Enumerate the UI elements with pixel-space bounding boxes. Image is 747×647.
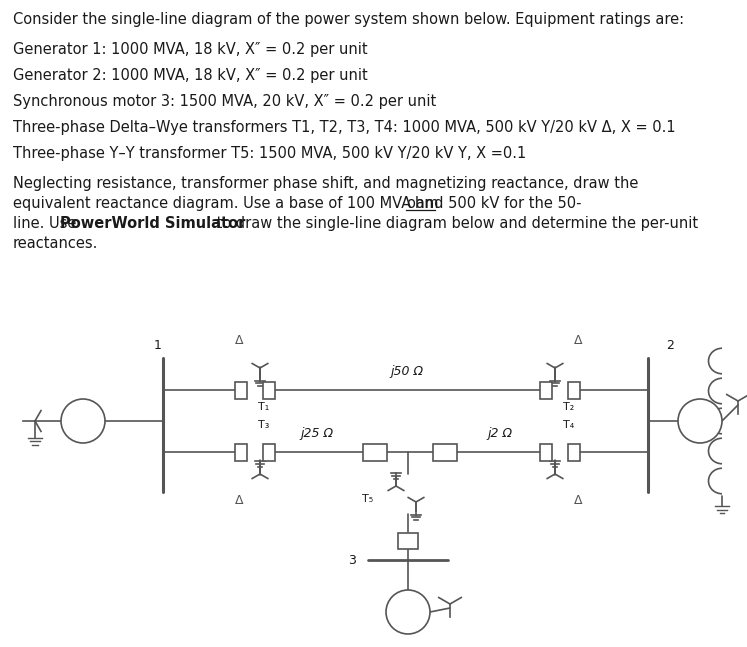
Text: Generator 2: 1000 MVA, 18 kV, X″ = 0.2 per unit: Generator 2: 1000 MVA, 18 kV, X″ = 0.2 p… [13,68,368,83]
Text: Δ: Δ [574,494,582,507]
Text: Three-phase Y–Y transformer T5: 1500 MVA, 500 kV Y/20 kV Y, X =0.1: Three-phase Y–Y transformer T5: 1500 MVA… [13,146,526,161]
Text: T₅: T₅ [362,494,373,504]
Circle shape [678,399,722,443]
Text: T₄: T₄ [563,420,574,430]
Text: j2 Ω: j2 Ω [488,427,512,440]
Text: Consider the single-line diagram of the power system shown below. Equipment rati: Consider the single-line diagram of the … [13,12,684,27]
Text: Δ: Δ [574,333,582,347]
Text: 3: 3 [404,606,412,619]
Text: PowerWorld Simulator: PowerWorld Simulator [60,216,245,231]
Bar [264,443,275,461]
Text: 2: 2 [666,339,674,352]
Text: j50 Ω: j50 Ω [391,365,424,378]
Text: equivalent reactance diagram. Use a base of 100 MVA and 500 kV for the 50-: equivalent reactance diagram. Use a base… [13,196,581,211]
Bar [363,443,387,461]
Text: Three-phase Delta–Wye transformers T1, T2, T3, T4: 1000 MVA, 500 kV Y/20 kV Δ, X: Three-phase Delta–Wye transformers T1, T… [13,120,675,135]
Text: 3: 3 [348,553,356,567]
Bar [433,443,457,461]
Bar [568,443,580,461]
Circle shape [61,399,105,443]
Text: 1: 1 [79,415,87,428]
Text: T₂: T₂ [563,402,574,412]
Text: j25 Ω: j25 Ω [300,427,333,440]
Text: reactances.: reactances. [13,236,99,251]
Text: Neglecting resistance, transformer phase shift, and magnetizing reactance, draw : Neglecting resistance, transformer phase… [13,176,639,191]
Text: Generator 1: 1000 MVA, 18 kV, X″ = 0.2 per unit: Generator 1: 1000 MVA, 18 kV, X″ = 0.2 p… [13,42,368,57]
Bar [398,533,418,549]
Bar [568,382,580,399]
Text: Δ: Δ [235,494,244,507]
Text: T₁: T₁ [258,402,269,412]
Text: Δ: Δ [235,333,244,347]
Text: 1: 1 [154,339,162,352]
Text: 2: 2 [696,415,704,428]
Text: ohm: ohm [406,196,438,211]
Circle shape [386,590,430,634]
Text: line. Use: line. Use [13,216,81,231]
Bar [264,382,275,399]
Bar [540,443,551,461]
Bar [235,382,247,399]
Text: T₃: T₃ [258,420,270,430]
Text: to draw the single-line diagram below and determine the per-unit: to draw the single-line diagram below an… [212,216,698,231]
Bar [540,382,551,399]
Text: Synchronous motor 3: 1500 MVA, 20 kV, X″ = 0.2 per unit: Synchronous motor 3: 1500 MVA, 20 kV, X″… [13,94,436,109]
Bar [235,443,247,461]
